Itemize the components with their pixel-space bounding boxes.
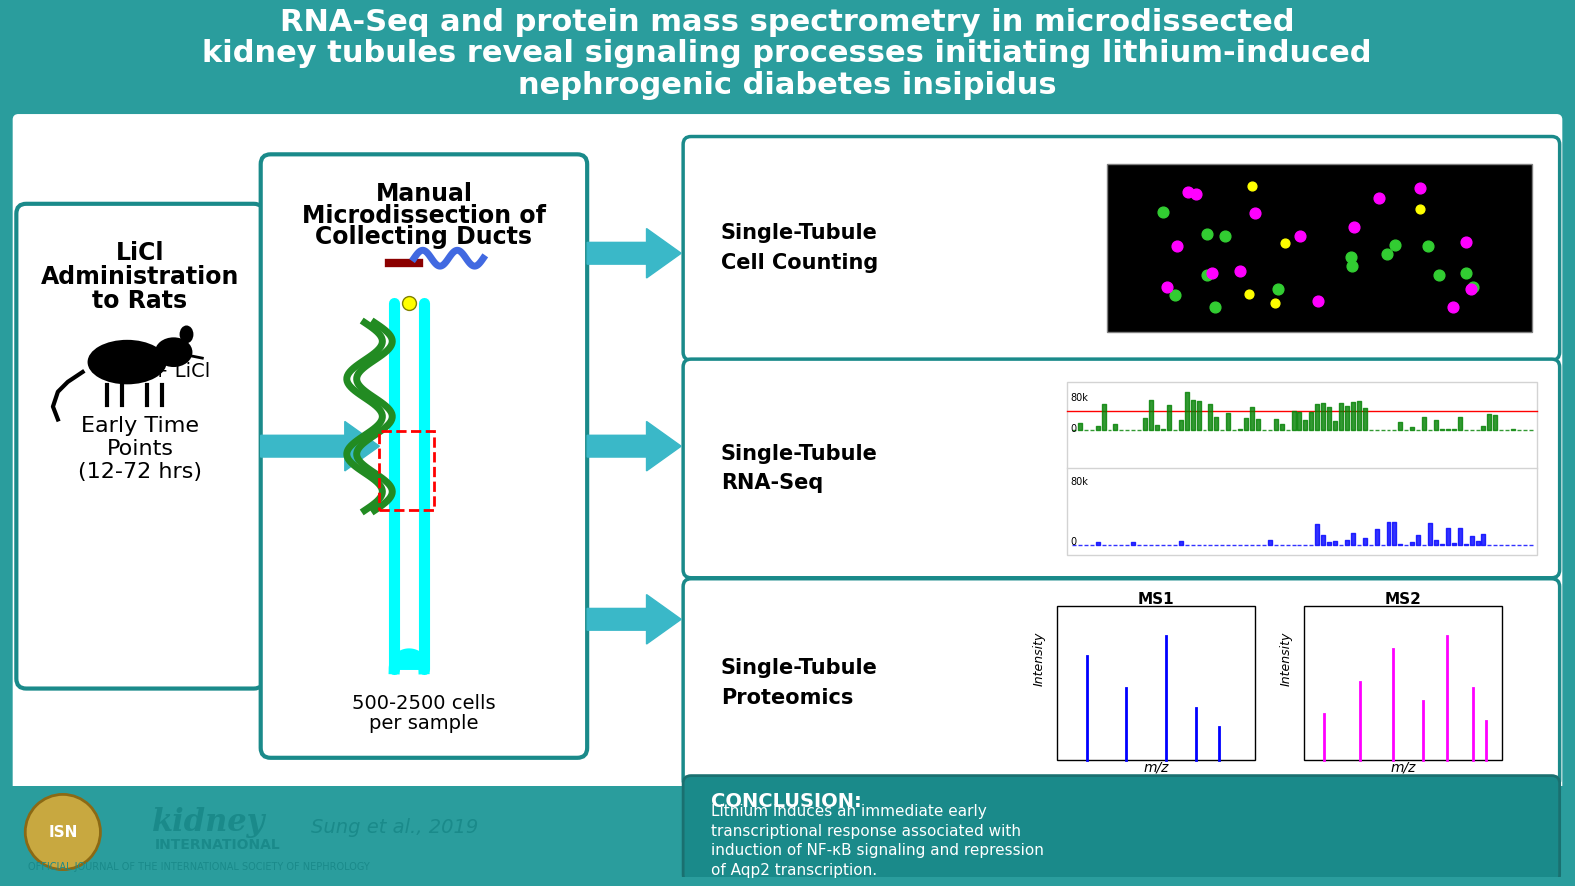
Text: kidney tubules reveal signaling processes initiating lithium-induced: kidney tubules reveal signaling processe… [202,39,1372,68]
Text: Intensity: Intensity [1033,632,1046,686]
Text: nephrogenic diabetes insipidus: nephrogenic diabetes insipidus [518,71,1057,99]
Point [1162,288,1188,302]
Point [1236,287,1262,301]
Point [1199,266,1224,280]
Text: kidney: kidney [151,806,265,837]
Point [1203,299,1228,314]
Bar [8,786,1567,876]
Text: Single-Tubule: Single-Tubule [721,658,877,679]
Bar [1107,164,1532,332]
Text: OFFICIAL JOURNAL OF THE INTERNATIONAL SOCIETY OF NEPHROLOGY: OFFICIAL JOURNAL OF THE INTERNATIONAL SO… [28,861,370,872]
Point [1266,282,1292,296]
FancyArrow shape [587,422,680,470]
Text: m/z: m/z [1391,761,1416,774]
Text: 500-2500 cells: 500-2500 cells [353,694,496,713]
Text: Single-Tubule: Single-Tubule [721,223,877,244]
Text: to Rats: to Rats [93,289,187,313]
Text: Cell Counting: Cell Counting [721,253,877,273]
Point [1183,187,1208,201]
Point [1164,238,1189,253]
FancyBboxPatch shape [684,359,1559,578]
Point [1416,239,1441,253]
Ellipse shape [88,340,167,385]
Point [1213,229,1238,244]
Point [1194,268,1219,283]
FancyArrow shape [587,595,680,644]
Point [1367,190,1392,205]
Point [1175,184,1200,198]
Bar [1066,382,1537,555]
Text: Collecting Ducts: Collecting Ducts [315,225,532,250]
Point [1454,267,1479,281]
Point [1460,280,1485,294]
FancyBboxPatch shape [684,136,1559,360]
Bar [1057,606,1255,760]
Point [1427,268,1452,282]
Point [1228,264,1254,278]
Text: Lithium induces an immediate early
transcriptional response associated with
indu: Lithium induces an immediate early trans… [710,804,1044,878]
Text: RNA-Seq and protein mass spectrometry in microdissected: RNA-Seq and protein mass spectrometry in… [280,8,1295,37]
Bar [380,431,433,510]
Ellipse shape [180,325,194,343]
Text: 80k: 80k [1069,477,1088,486]
Text: RNA-Seq: RNA-Seq [721,473,824,494]
Point [1383,238,1408,253]
FancyArrow shape [261,422,380,470]
Point [1454,235,1479,249]
Text: 80k: 80k [1069,392,1088,402]
Text: 0: 0 [1069,424,1076,434]
Text: 0: 0 [1069,537,1076,547]
FancyArrow shape [587,229,680,278]
Text: Points: Points [107,439,173,459]
Point [1340,259,1366,273]
Point [1273,236,1298,250]
Text: Administration: Administration [41,265,239,289]
Point [1194,227,1219,241]
Text: MS1: MS1 [1137,593,1175,608]
FancyBboxPatch shape [13,115,1562,797]
Point [1306,294,1331,308]
Text: Proteomics: Proteomics [721,688,854,708]
FancyBboxPatch shape [684,579,1559,788]
Text: + LiCl: + LiCl [153,362,211,382]
Text: MS2: MS2 [1384,593,1422,608]
FancyBboxPatch shape [684,775,1559,882]
Point [1440,299,1465,314]
Point [1408,202,1433,216]
Bar [8,0,1567,99]
Point [1243,206,1268,220]
Text: INTERNATIONAL: INTERNATIONAL [154,838,280,851]
Point [1408,181,1433,195]
Point [1458,282,1484,296]
Text: Single-Tubule: Single-Tubule [721,444,877,463]
FancyBboxPatch shape [16,204,263,688]
Point [1150,205,1175,219]
Point [1154,280,1180,294]
Ellipse shape [154,338,192,367]
Text: Manual: Manual [375,182,472,206]
Point [1240,179,1265,193]
Point [1342,221,1367,235]
Text: Intensity: Intensity [1280,632,1293,686]
Text: m/z: m/z [1143,761,1169,774]
Point [1263,296,1288,310]
Text: ISN: ISN [49,825,77,840]
Text: per sample: per sample [369,714,479,733]
Text: LiCl: LiCl [115,241,164,265]
Point [1339,250,1364,264]
Text: (12-72 hrs): (12-72 hrs) [79,462,202,482]
Circle shape [25,795,101,869]
Text: Microdissection of: Microdissection of [302,204,547,228]
Point [1287,229,1312,243]
Text: Sung et al., 2019: Sung et al., 2019 [310,818,477,836]
Bar [1304,606,1503,760]
FancyBboxPatch shape [261,154,587,758]
Text: Early Time: Early Time [80,416,198,437]
Point [1375,247,1400,261]
Text: CONCLUSION:: CONCLUSION: [710,792,862,811]
